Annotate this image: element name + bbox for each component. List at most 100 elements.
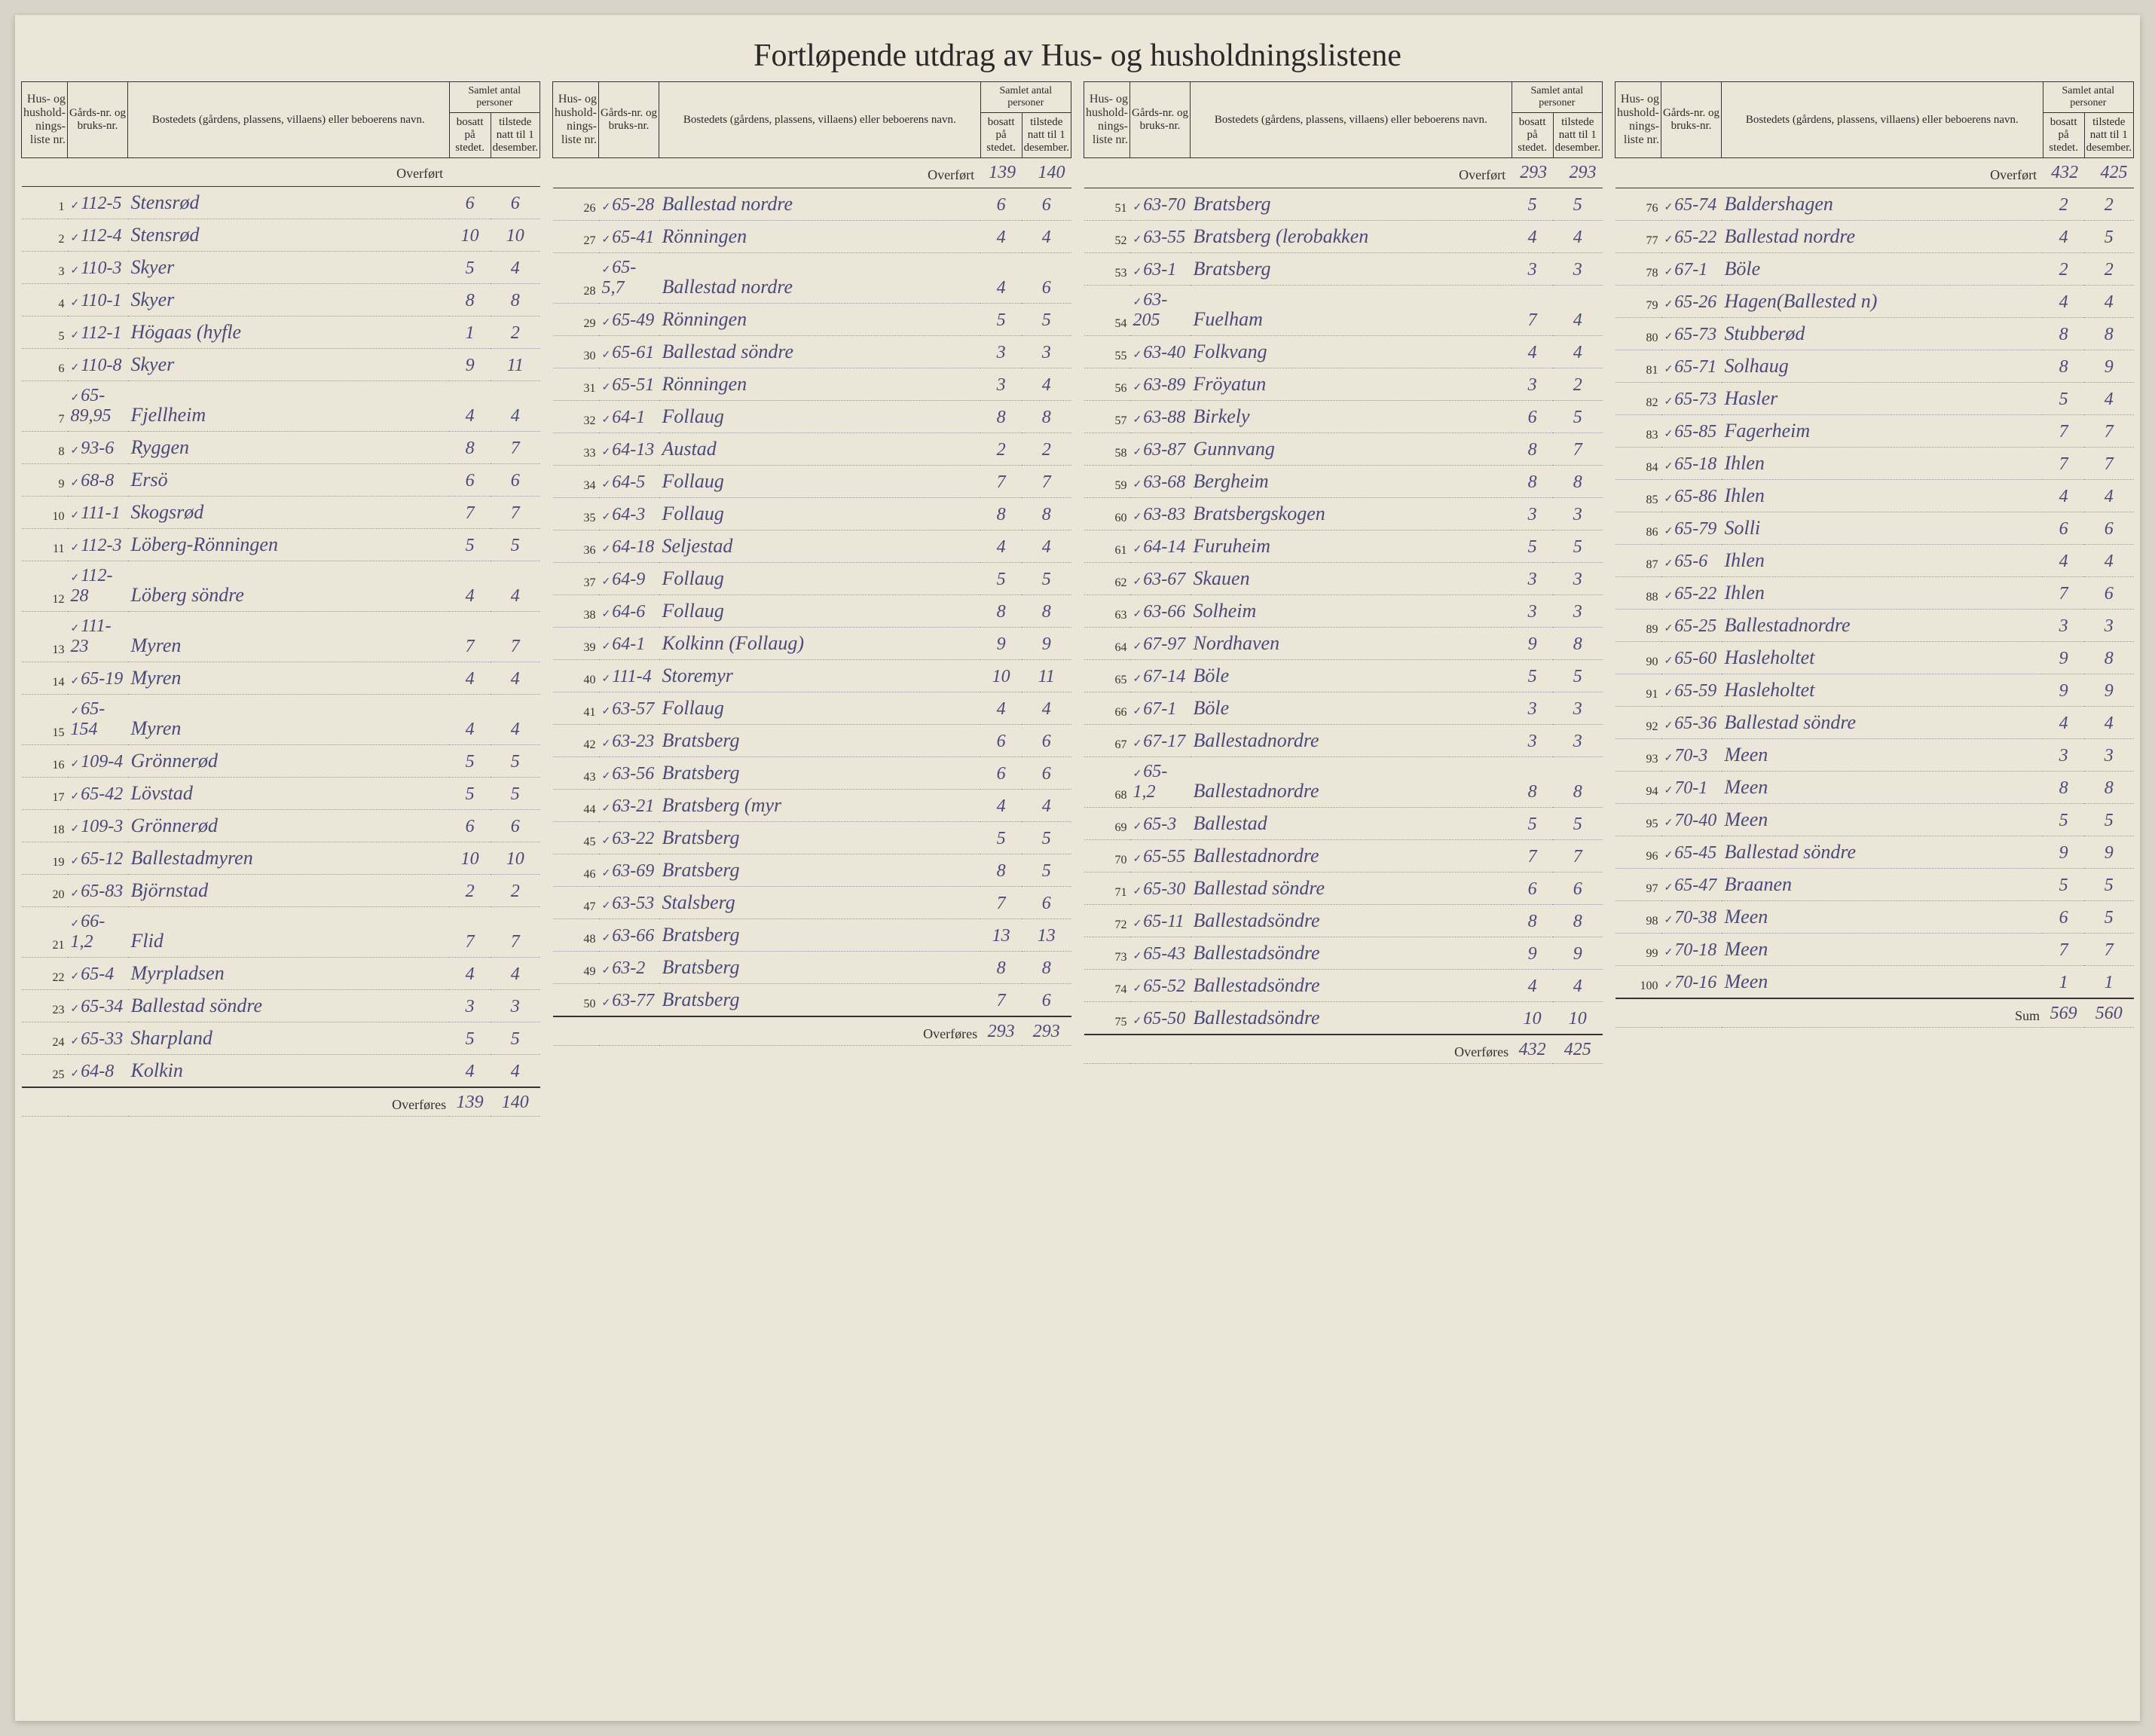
gard-number: ✓65-43 [1130,937,1191,970]
row-number: 4 [22,284,68,316]
tilstede-count: 8 [1553,757,1602,808]
gard-number: ✓65-51 [599,368,659,401]
row-number: 27 [553,221,599,253]
gard-number: ✓65-42 [68,778,128,810]
tilstede-count: 5 [491,529,540,561]
row-number: 86 [1615,512,1661,545]
gard-number: ✓63-22 [599,822,659,854]
bosatt-count: 5 [1512,660,1553,692]
gard-number: ✓65-49 [599,304,659,336]
gard-number: ✓64-5 [599,466,659,498]
tilstede-count: 4 [2084,286,2133,318]
gard-number: ✓65-154 [68,695,128,745]
table-row: 30 ✓65-61 Ballestad söndre 3 3 [553,336,1071,368]
gard-number: ✓63-66 [599,919,659,952]
table-row: 81 ✓65-71 Solhaug 8 9 [1615,350,2134,383]
table-row: 51 ✓63-70 Bratsberg 5 5 [1084,188,1603,221]
bosatt-count: 5 [2043,804,2084,836]
place-name: Birkely [1191,401,1512,433]
gard-number: ✓63-88 [1130,401,1191,433]
overfores-bosatt: 432 [1512,1035,1553,1063]
tilstede-count: 7 [491,432,540,464]
table-row: 82 ✓65-73 Hasler 5 4 [1615,383,2134,415]
row-number: 44 [553,790,599,822]
place-name: Meen [1722,901,2043,934]
row-number: 55 [1084,336,1130,368]
gard-number: ✓65-3 [1130,808,1191,840]
tilstede-count: 8 [1553,628,1602,660]
place-name: Bratsberg [659,822,981,854]
row-number: 96 [1615,836,1661,869]
row-number: 77 [1615,221,1661,253]
table-row: 69 ✓65-3 Ballestad 5 5 [1084,808,1603,840]
tilstede-count: 5 [1553,530,1602,563]
row-number: 87 [1615,545,1661,577]
row-number: 37 [553,563,599,595]
row-number: 63 [1084,595,1130,628]
place-name: Follaug [659,595,981,628]
row-number: 89 [1615,610,1661,642]
row-number: 30 [553,336,599,368]
table-row: 76 ✓65-74 Baldershagen 2 2 [1615,188,2134,221]
section-3: Hus- og hushold-nings-liste nr. Gårds-nr… [1078,81,1609,1117]
bosatt-count: 7 [2043,448,2084,480]
tilstede-count: 7 [491,907,540,958]
place-name: Ballestadmyren [128,842,450,875]
row-number: 22 [22,958,68,990]
tilstede-count: 4 [491,1055,540,1088]
tilstede-count: 6 [2084,577,2133,610]
tilstede-count: 4 [491,695,540,745]
gard-number: ✓109-4 [68,745,128,778]
gard-number: ✓64-18 [599,530,659,563]
census-table: Hus- og hushold-nings-liste nr. Gårds-nr… [21,81,540,1117]
table-row: 3 ✓110-3 Skyer 5 4 [22,252,540,284]
table-row: 13 ✓111-23 Myren 7 7 [22,612,540,662]
place-name: Meen [1722,804,2043,836]
place-name: Myren [128,695,450,745]
tilstede-count: 2 [2084,253,2133,286]
gard-number: ✓63-56 [599,757,659,790]
row-number: 38 [553,595,599,628]
tilstede-count: 8 [2084,642,2133,674]
table-row: 86 ✓65-79 Solli 6 6 [1615,512,2134,545]
tilstede-count: 6 [1022,887,1071,919]
table-row: 45 ✓63-22 Bratsberg 5 5 [553,822,1071,854]
bosatt-count: 5 [980,304,1022,336]
gard-number: ✓63-87 [1130,433,1191,466]
table-row: 66 ✓67-1 Böle 3 3 [1084,692,1603,725]
place-name: Bergheim [1191,466,1512,498]
place-name: Ballestadsöndre [1191,937,1512,970]
tilstede-count: 5 [1553,188,1602,221]
place-name: Solhaug [1722,350,2043,383]
bosatt-count: 4 [2043,286,2084,318]
place-name: Löberg söndre [128,561,450,612]
bosatt-count: 3 [2043,610,2084,642]
table-row: 46 ✓63-69 Bratsberg 8 5 [553,854,1071,887]
tilstede-count: 7 [2084,415,2133,448]
gard-number: ✓63-77 [599,984,659,1017]
place-name: Stensrød [128,219,450,252]
table-row: 67 ✓67-17 Ballestadnordre 3 3 [1084,725,1603,757]
bosatt-count: 4 [980,692,1022,725]
bosatt-count: 7 [1512,286,1553,336]
tilstede-count: 6 [1022,253,1071,304]
section-1: Hus- og hushold-nings-liste nr. Gårds-nr… [15,81,546,1117]
tilstede-count: 2 [491,875,540,907]
place-name: Bratsberg (myr [659,790,981,822]
gard-number: ✓112-5 [68,187,128,219]
gard-number: ✓63-89 [1130,368,1191,401]
row-number: 12 [22,561,68,612]
gard-number: ✓67-1 [1130,692,1191,725]
bosatt-count: 4 [449,958,491,990]
row-number: 53 [1084,253,1130,286]
bosatt-count: 4 [980,790,1022,822]
tilstede-count: 3 [1553,725,1602,757]
tilstede-count: 4 [1022,530,1071,563]
tilstede-count: 10 [491,219,540,252]
place-name: Meen [1722,739,2043,772]
place-name: Ballestadsöndre [1191,905,1512,937]
table-row: 83 ✓65-85 Fagerheim 7 7 [1615,415,2134,448]
row-number: 1 [22,187,68,219]
row-number: 33 [553,433,599,466]
gard-number: ✓65-19 [68,662,128,695]
